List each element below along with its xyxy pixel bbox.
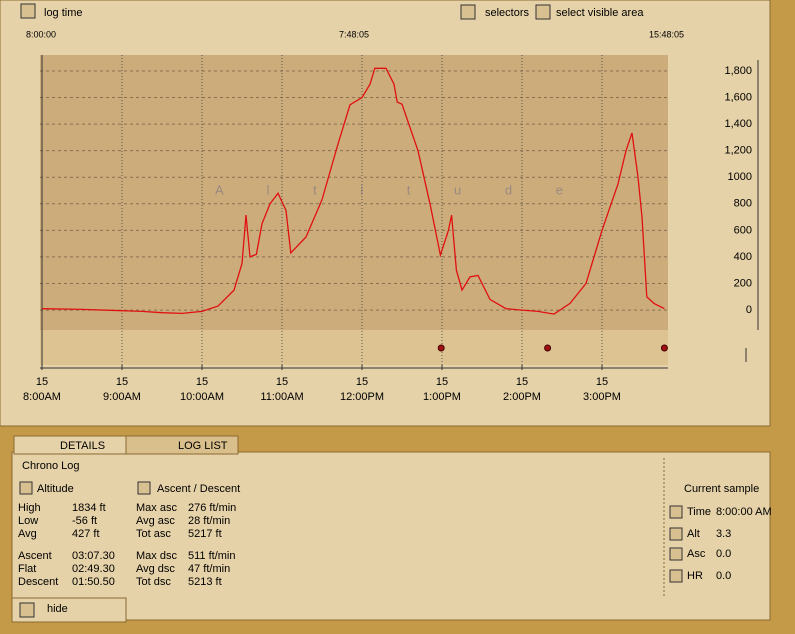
sample-value: 3.3 <box>716 528 731 540</box>
details-panel <box>11 451 771 621</box>
y-tick-label: 400 <box>734 251 752 263</box>
stat-label: High <box>18 502 41 514</box>
ascent-icon[interactable] <box>137 481 151 495</box>
stat-value: 5217 ft <box>188 528 222 540</box>
stat-value: -56 ft <box>72 515 97 527</box>
y-tick-label: 800 <box>734 198 752 210</box>
x-tick-label: 2:00PM <box>503 391 541 403</box>
event-marker <box>544 344 552 352</box>
sample-label: Asc <box>687 548 706 560</box>
stat-label: Ascent <box>18 550 52 562</box>
stat-value: 28 ft/min <box>188 515 230 527</box>
sample-value: 8:00:00 AM <box>716 506 772 518</box>
select-visible-icon[interactable] <box>535 4 551 20</box>
stat-label: Avg dsc <box>136 563 175 575</box>
x-tick-label: 9:00AM <box>103 391 141 403</box>
x-tick-label: 3:00PM <box>583 391 621 403</box>
x-tick-day: 15 <box>36 376 48 388</box>
x-tick-day: 15 <box>356 376 368 388</box>
sample-label: Time <box>687 506 711 518</box>
sample-icon[interactable] <box>669 505 683 519</box>
x-tick-label: 10:00AM <box>180 391 224 403</box>
event-strip <box>40 330 668 365</box>
event-marker <box>437 344 445 352</box>
sample-icon[interactable] <box>669 569 683 583</box>
stat-value: 427 ft <box>72 528 100 540</box>
y-tick-label: 600 <box>734 224 752 236</box>
x-tick-label: 11:00AM <box>260 391 303 403</box>
details-title: Chrono Log <box>22 460 80 472</box>
x-tick-label: 12:00PM <box>340 391 384 403</box>
stat-value: 47 ft/min <box>188 563 230 575</box>
log-time-icon[interactable] <box>20 3 36 19</box>
x-tick-day: 15 <box>116 376 128 388</box>
stat-label: Descent <box>18 576 58 588</box>
stat-label: Max asc <box>136 502 177 514</box>
stat-value: 5213 ft <box>188 576 222 588</box>
event-marker <box>660 344 668 352</box>
stat-label: Tot dsc <box>136 576 171 588</box>
selectors-label[interactable]: selectors <box>485 7 530 19</box>
log-time-label[interactable]: log time <box>44 7 83 19</box>
stat-value: 1834 ft <box>72 502 106 514</box>
x-tick-day: 15 <box>436 376 448 388</box>
sample-label: Alt <box>687 528 700 540</box>
x-tick-day: 15 <box>276 376 288 388</box>
stat-label: Low <box>18 515 38 527</box>
section-header: Altitude <box>37 483 74 495</box>
y-tick-label: 0 <box>746 304 752 316</box>
y-tick-label: 1,400 <box>724 118 752 130</box>
stat-label: Max dsc <box>136 550 177 562</box>
tab-label[interactable]: DETAILS <box>60 440 105 452</box>
stat-label: Tot asc <box>136 528 171 540</box>
plot-area <box>40 55 668 330</box>
stat-value: 01:50.50 <box>72 576 115 588</box>
y-tick-label: 1000 <box>728 171 752 183</box>
altitude-icon[interactable] <box>19 481 33 495</box>
current-sample-title: Current sample <box>684 483 759 495</box>
sample-value: 0.0 <box>716 548 731 560</box>
timeline-start: 8:00:00 <box>26 29 56 39</box>
y-tick-label: 1,600 <box>724 91 752 103</box>
y-tick-label: 200 <box>734 277 752 289</box>
tab-label[interactable]: LOG LIST <box>178 440 228 452</box>
x-tick-day: 15 <box>596 376 608 388</box>
stat-value: 03:07.30 <box>72 550 115 562</box>
selectors-icon[interactable] <box>460 4 476 20</box>
sample-icon[interactable] <box>669 527 683 541</box>
log-list-tab[interactable] <box>125 435 239 455</box>
stat-value: 02:49.30 <box>72 563 115 575</box>
timeline-end: 15:48:05 <box>649 29 684 39</box>
section-header: Ascent / Descent <box>157 483 240 495</box>
stat-label: Flat <box>18 563 36 575</box>
stat-value: 511 ft/min <box>188 550 236 562</box>
stat-value: 276 ft/min <box>188 502 236 514</box>
sample-icon[interactable] <box>669 547 683 561</box>
y-tick-label: 1,800 <box>724 65 752 77</box>
x-tick-label: 8:00AM <box>23 391 61 403</box>
hide-icon[interactable] <box>19 602 35 618</box>
y-tick-label: 1,200 <box>724 145 752 157</box>
hide-label[interactable]: hide <box>47 603 68 615</box>
select-visible-label[interactable]: select visible area <box>556 7 644 19</box>
x-tick-day: 15 <box>516 376 528 388</box>
sample-value: 0.0 <box>716 570 731 582</box>
stat-label: Avg <box>18 528 37 540</box>
chart-watermark: A l t i t u d e <box>215 182 583 197</box>
x-tick-day: 15 <box>196 376 208 388</box>
timeline-duration: 7:48:05 <box>339 29 369 39</box>
stat-label: Avg asc <box>136 515 175 527</box>
altitude-line <box>41 67 665 315</box>
sample-label: HR <box>687 570 703 582</box>
x-tick-label: 1:00PM <box>423 391 461 403</box>
